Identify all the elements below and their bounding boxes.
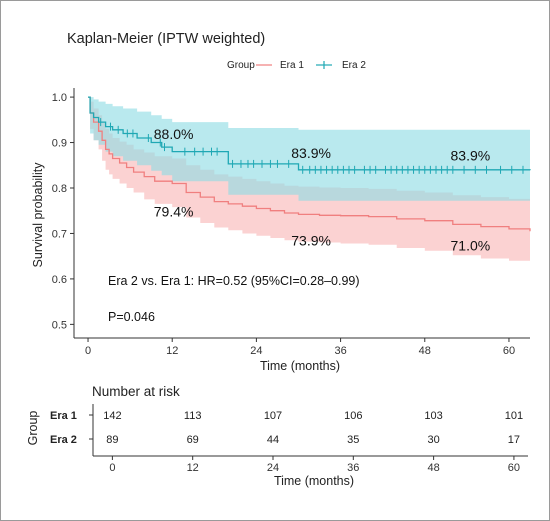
y-axis-label: Survival probability bbox=[31, 162, 45, 268]
x-axis-label: Time (months) bbox=[260, 359, 340, 373]
survival-annotation: 73.9% bbox=[291, 232, 331, 248]
risk-cell: 107 bbox=[264, 410, 282, 422]
y-tick-label: 0.8 bbox=[52, 183, 67, 195]
risk-table-ylabel: Group bbox=[26, 411, 40, 446]
risk-x-tick-label: 36 bbox=[347, 462, 359, 474]
plot-area: 0.5 0.6 0.7 0.8 0.9 1.0 0 12 24 36 48 60 88.0% 83.9% 8… bbox=[52, 88, 531, 357]
x-tick-label: 60 bbox=[503, 345, 515, 357]
risk-cell: 89 bbox=[106, 434, 118, 446]
risk-table: 142 113 107 106 103 101 89 69 44 35 30 17 0 12 24 36 48 6… bbox=[89, 404, 528, 474]
x-tick-label: 48 bbox=[419, 345, 431, 357]
confidence-band-era1 bbox=[88, 97, 530, 263]
risk-x-tick-label: 24 bbox=[267, 462, 279, 474]
x-tick-label: 24 bbox=[250, 345, 262, 357]
y-tick-label: 0.9 bbox=[52, 138, 67, 150]
survival-annotation: 71.0% bbox=[451, 237, 491, 253]
risk-x-tick-label: 60 bbox=[508, 462, 520, 474]
hr-note: Era 2 vs. Era 1: HR=0.52 (95%CI=0.28–0.9… bbox=[108, 274, 360, 288]
risk-row-label-era1: Era 1 bbox=[50, 410, 77, 422]
risk-cell: 142 bbox=[103, 410, 121, 422]
risk-cell: 35 bbox=[347, 434, 359, 446]
survival-annotation: 83.9% bbox=[291, 145, 331, 161]
chart-title: Kaplan-Meier (IPTW weighted) bbox=[67, 31, 265, 47]
risk-cell: 106 bbox=[344, 410, 362, 422]
confidence-band-era2 bbox=[88, 97, 530, 201]
x-tick-label: 36 bbox=[334, 345, 346, 357]
risk-table-title: Number at risk bbox=[92, 384, 180, 399]
legend-label-era1: Era 1 bbox=[280, 60, 304, 71]
y-tick-label: 0.7 bbox=[52, 228, 67, 240]
survival-curve-era2 bbox=[88, 96, 531, 171]
survival-annotation: 79.4% bbox=[154, 204, 194, 220]
legend-label-era2: Era 2 bbox=[342, 60, 366, 71]
risk-cell: 44 bbox=[267, 434, 279, 446]
p-value-note: P=0.046 bbox=[108, 310, 155, 324]
risk-cell: 30 bbox=[427, 434, 439, 446]
x-tick-label: 12 bbox=[166, 345, 178, 357]
x-tick-label: 0 bbox=[85, 345, 91, 357]
survival-annotation: 88.0% bbox=[154, 126, 194, 142]
y-tick-label: 0.6 bbox=[52, 274, 67, 286]
risk-cell: 103 bbox=[424, 410, 442, 422]
y-tick-label: 1.0 bbox=[52, 92, 67, 104]
risk-x-tick-label: 12 bbox=[187, 462, 199, 474]
risk-cell: 17 bbox=[508, 434, 520, 446]
y-tick-label: 0.5 bbox=[52, 319, 67, 331]
legend-key-era2 bbox=[316, 61, 332, 69]
legend: Group Era 1 Era 2 bbox=[227, 60, 366, 71]
risk-x-axis-label: Time (months) bbox=[274, 474, 354, 488]
risk-cell: 113 bbox=[184, 410, 202, 422]
risk-x-tick-label: 48 bbox=[427, 462, 439, 474]
survival-annotation: 83.9% bbox=[451, 147, 491, 163]
risk-x-tick-label: 0 bbox=[109, 462, 115, 474]
legend-title: Group bbox=[227, 60, 255, 71]
risk-cell: 69 bbox=[187, 434, 199, 446]
risk-cell: 101 bbox=[505, 410, 523, 422]
survival-curve-era1 bbox=[88, 96, 531, 232]
risk-row-label-era2: Era 2 bbox=[50, 434, 77, 446]
